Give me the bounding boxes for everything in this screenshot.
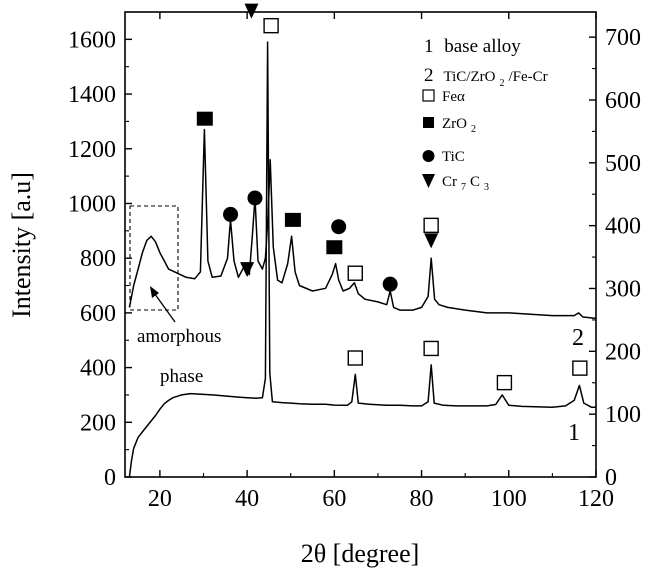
y-right-tick-label: 100 (605, 402, 641, 428)
marker-tic-filled-circle (223, 206, 239, 222)
x-tick-label: 20 (148, 486, 172, 512)
marker-tic-filled-circle (247, 190, 263, 206)
x-tick-label: 80 (410, 486, 434, 512)
amorphous-region-box (129, 205, 179, 311)
marker-cr7c3-down-triangle (244, 3, 259, 19)
legend-cr7c3-sub2: 3 (484, 182, 489, 193)
legend-down-triangle-icon (422, 174, 435, 188)
marker-zro2-filled-square (326, 240, 343, 255)
legend-curve1: 1 base alloy (424, 36, 521, 57)
y-left-tick-label: 1400 (68, 82, 116, 108)
marker-fe-open-square (263, 17, 279, 34)
legend-tic: TiC (442, 149, 465, 165)
y-left-tick-label: 1200 (68, 137, 116, 163)
y-right-tick-label: 600 (605, 88, 641, 114)
y-left-tick-label: 1600 (68, 27, 116, 53)
marker-cr7c3-down-triangle (240, 262, 255, 278)
y-right-tick-label: 200 (605, 339, 641, 365)
legend-zro2-sub: 2 (471, 124, 476, 135)
marker-zro2-filled-square (284, 212, 301, 227)
y-left-tick-label: 1000 (68, 191, 116, 217)
marker-fe-open-square (423, 217, 439, 234)
x-tick-label: 120 (578, 486, 614, 512)
y-axis-right-ticks: 0 100 200 300 400 500 600 700 (589, 25, 641, 491)
marker-fe-open-square (572, 360, 588, 376)
legend: 1 base alloy 2 TiC/ZrO 2 /Fe-Cr Feα ZrO … (422, 36, 548, 194)
y-right-tick-label: 300 (605, 276, 641, 302)
x-axis-ticks: 20 40 60 80 100 120 (148, 12, 614, 512)
legend-open-square-icon (422, 89, 435, 102)
legend-zro2: ZrO 2 (442, 115, 476, 135)
y-right-tick-label: 0 (605, 465, 617, 491)
y-right-tick-label: 500 (605, 151, 641, 177)
curve-label-2: 2 (572, 325, 584, 351)
legend-curve2-part2: /Fe-Cr (508, 69, 547, 85)
x-tick-label: 40 (235, 486, 259, 512)
annotation-line2: phase (160, 366, 203, 387)
series-line-1 (128, 41, 596, 478)
x-axis-title: 2θ [degree] (301, 539, 420, 568)
legend-filled-square-icon (423, 117, 434, 128)
x-tick-label: 100 (491, 486, 527, 512)
y-right-tick-label: 700 (605, 25, 641, 51)
legend-curve2-part1: TiC/ZrO (444, 69, 496, 85)
y-left-tick-label: 400 (80, 356, 116, 382)
peak-markers (196, 3, 588, 391)
legend-cr7c3-text2: C (470, 174, 480, 190)
legend-curve2: 2 TiC/ZrO 2 /Fe-Cr (424, 65, 548, 90)
marker-tic-filled-circle (382, 276, 398, 292)
series-line-2 (128, 128, 597, 320)
plot-frame (124, 11, 597, 478)
marker-cr7c3-down-triangle (424, 233, 439, 249)
y-left-tick-label: 0 (104, 465, 116, 491)
series-group (128, 41, 597, 478)
legend-cr7c3: Cr 7 C 3 (442, 173, 489, 194)
legend-curve1-number: 1 (424, 36, 434, 57)
legend-cr7c3-sub1: 7 (461, 182, 466, 193)
legend-zro2-text: ZrO (442, 116, 467, 132)
legend-filled-circle-icon (422, 150, 435, 162)
legend-fe: Feα (442, 89, 465, 105)
y-left-tick-label: 200 (80, 410, 116, 436)
legend-curve1-label: base alloy (444, 36, 521, 57)
y-right-tick-label: 400 (605, 214, 641, 240)
amorphous-arrow-head (150, 286, 159, 298)
y-axis-left-ticks: 0 200 400 600 800 1000 1200 1400 1600 (68, 27, 132, 491)
marker-fe-open-square (347, 350, 363, 366)
legend-cr7c3-text1: Cr (442, 174, 457, 190)
legend-curve2-number: 2 (424, 65, 434, 86)
marker-zro2-filled-square (196, 111, 213, 126)
x-tick-label: 60 (322, 486, 346, 512)
marker-tic-filled-circle (331, 219, 347, 235)
y-left-tick-label: 800 (80, 246, 116, 272)
y-left-tick-label: 600 (80, 301, 116, 327)
legend-curve2-sub: 2 (499, 78, 504, 89)
marker-fe-open-square (496, 374, 513, 391)
curve-label-1: 1 (568, 420, 580, 446)
amorphous-arrow (151, 289, 176, 323)
marker-fe-open-square (347, 265, 363, 281)
annotation-line1: amorphous (137, 326, 221, 347)
marker-fe-open-square (423, 340, 439, 357)
y-axis-title: Intensity [a.u] (7, 172, 36, 318)
